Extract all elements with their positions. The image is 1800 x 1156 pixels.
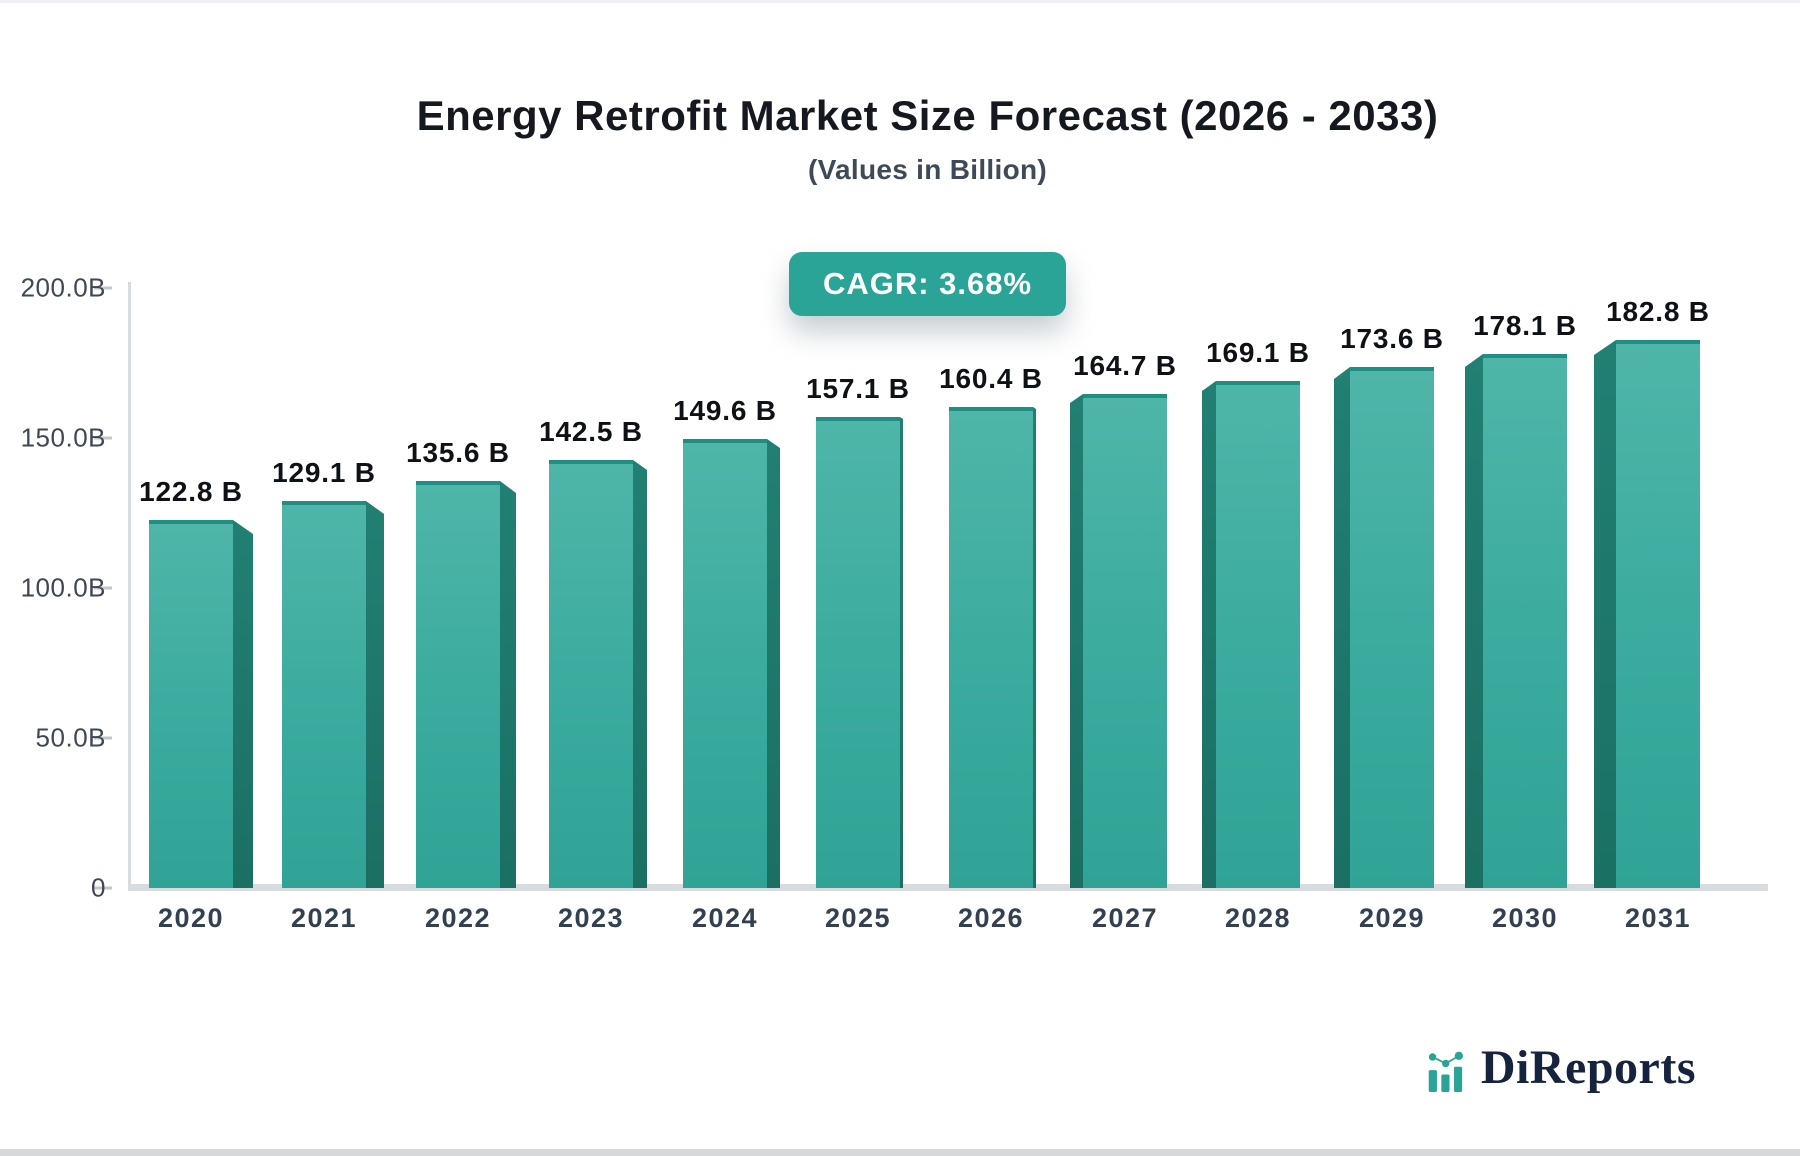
card-top-edge (0, 0, 1800, 3)
bar-value-label: 129.1 B (272, 457, 376, 488)
y-axis-label: 0 (91, 872, 106, 903)
bar-2021 (282, 501, 366, 888)
3d-bar-side-2029 (1334, 367, 1350, 888)
bar-2028 (1216, 381, 1300, 888)
bar-2020 (149, 520, 233, 888)
x-axis-label: 2027 (1091, 903, 1159, 933)
bar-2023 (549, 460, 633, 888)
3d-bar-side-2031 (1594, 340, 1616, 888)
x-axis-label: 2023 (557, 903, 625, 933)
bar-value-label: 169.1 B (1206, 337, 1310, 368)
bar-value-label: 142.5 B (539, 416, 643, 447)
3d-bar-side-2027 (1070, 394, 1083, 888)
bar-value-label: 149.6 B (673, 395, 777, 426)
bar-2031 (1616, 340, 1700, 888)
bar-value-label: 135.6 B (406, 437, 510, 468)
bar-2022 (416, 481, 500, 888)
y-axis-tick (94, 586, 112, 590)
bar-value-label: 178.1 B (1473, 310, 1577, 341)
direports-logo-icon (1428, 1051, 1463, 1092)
x-axis-label: 2025 (824, 903, 892, 933)
3d-bar-side-2020 (233, 520, 253, 888)
cagr-badge: CAGR: 3.68% (788, 252, 1067, 316)
bar-2027 (1083, 394, 1167, 888)
3d-bar-side-2030 (1465, 354, 1483, 888)
card-bottom-edge (0, 1149, 1800, 1156)
bar-2025 (816, 417, 900, 888)
y-axis-label: 50.0B (35, 722, 106, 753)
bar-value-label: 173.6 B (1340, 323, 1444, 354)
3d-bar-side-2021 (366, 501, 384, 888)
bar-value-label: 182.8 B (1606, 296, 1710, 327)
brand-name: DiReports (1480, 1041, 1696, 1094)
3d-bar-side-2026 (1033, 407, 1036, 888)
x-axis-label: 2022 (424, 903, 492, 933)
y-axis-line (128, 282, 131, 888)
x-axis-label: 2030 (1491, 903, 1559, 933)
direports-logo: DiReports (1427, 1034, 1696, 1094)
x-axis-label: 2026 (957, 903, 1025, 933)
cagr-badge-row: CAGR: 3.68% (130, 252, 1725, 316)
3d-bar-side-2025 (900, 417, 903, 888)
cagr-badge-label: CAGR: 3.68% (822, 266, 1033, 301)
3d-bar-side-2023 (633, 460, 647, 888)
bar-2024 (683, 439, 767, 888)
bar-2029 (1350, 367, 1434, 888)
x-axis-label: 2031 (1624, 903, 1692, 933)
y-axis-label: 200.0B (20, 272, 106, 303)
3d-bar-side-2022 (500, 481, 516, 888)
3d-bar-side-2024 (767, 439, 780, 888)
y-axis-label: 150.0B (20, 422, 106, 453)
chart-header: Energy Retrofit Market Size Forecast (20… (130, 92, 1725, 186)
bar-value-label: 122.8 B (139, 476, 243, 507)
y-axis-tick (94, 886, 112, 890)
bar-value-label: 164.7 B (1073, 350, 1177, 381)
bar-value-label: 157.1 B (806, 373, 910, 404)
chart-subtitle: (Values in Billion) (807, 154, 1048, 185)
3d-bar-side-2028 (1202, 381, 1216, 888)
bar-value-label: 160.4 B (939, 363, 1043, 394)
x-axis-label: 2021 (290, 903, 358, 933)
chart-title: Energy Retrofit Market Size Forecast (20… (416, 92, 1439, 139)
bar-2030 (1483, 354, 1567, 888)
y-axis-tick (94, 286, 112, 290)
x-axis-label: 2020 (157, 903, 225, 933)
x-axis-label: 2029 (1358, 903, 1426, 933)
x-axis-label: 2024 (691, 903, 759, 933)
x-axis-line (128, 884, 1768, 891)
x-axis-label: 2028 (1224, 903, 1292, 933)
y-axis-tick (94, 736, 112, 740)
y-axis-label: 100.0B (20, 572, 106, 603)
bar-2026 (949, 407, 1033, 888)
y-axis-tick (94, 436, 112, 440)
